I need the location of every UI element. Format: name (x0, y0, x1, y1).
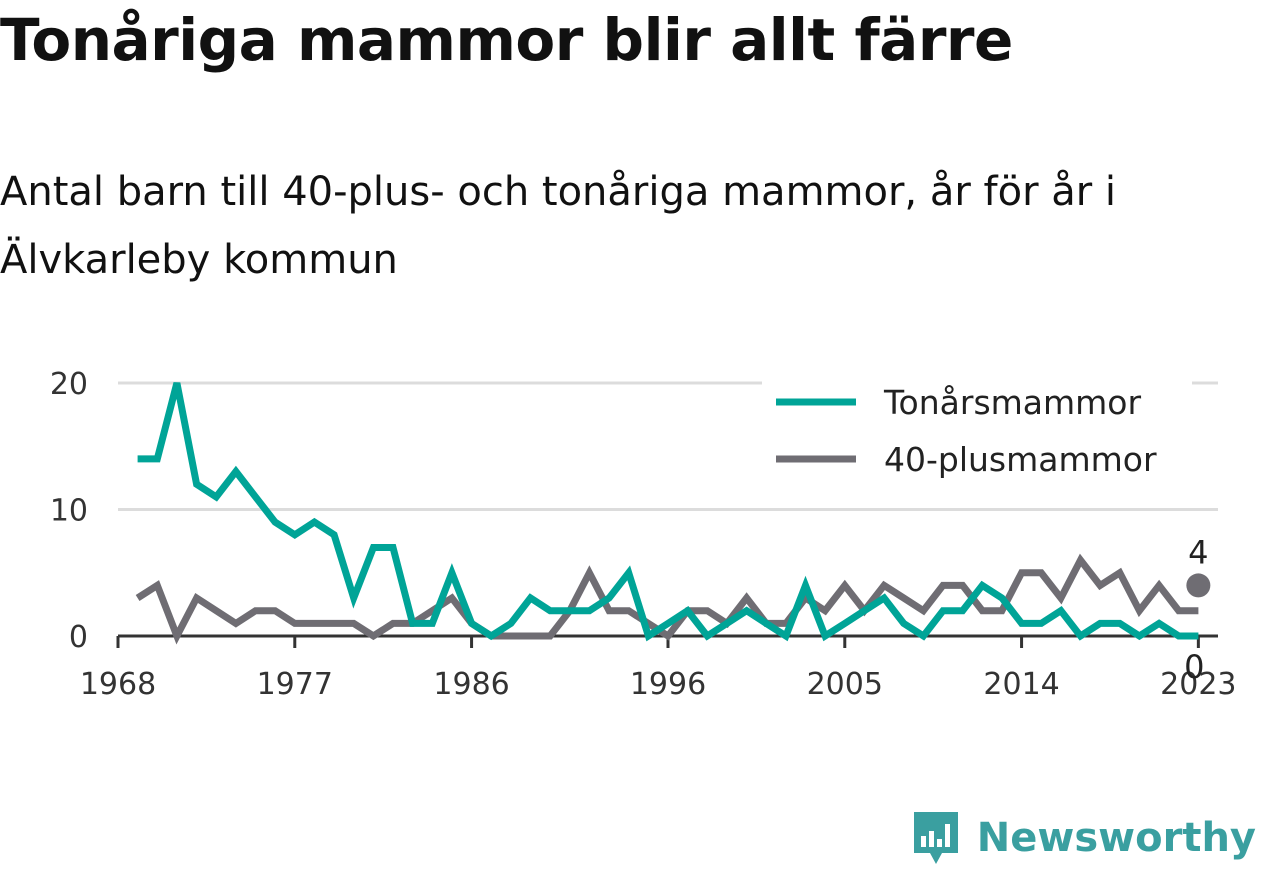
legend-label: Tonårsmammor (883, 383, 1141, 422)
x-tick-label: 1977 (257, 667, 333, 702)
y-tick-label: 20 (50, 367, 88, 402)
end-value-label: 4 (1188, 533, 1208, 571)
end-value-label: 0 (1184, 648, 1204, 686)
brand-name: Newsworthy (976, 815, 1256, 861)
x-tick-label: 2023 (1160, 667, 1236, 702)
x-tick-label: 1986 (433, 667, 509, 702)
x-tick-label: 1968 (80, 667, 156, 702)
chart-subtitle: Antal barn till 40-plus- och tonåriga ma… (0, 169, 1117, 283)
x-tick-label: 1996 (630, 667, 706, 702)
end-point-marker (1186, 573, 1211, 598)
legend-label: 40-plusmammor (884, 440, 1157, 479)
y-tick-label: 0 (69, 620, 88, 655)
x-tick-label: 2005 (807, 667, 883, 702)
end-labels: 40 (1184, 533, 1211, 686)
newsworthy-brand: Newsworthy (911, 809, 1256, 867)
series-lines (135, 382, 1199, 645)
legend: Tonårsmammor 40-plusmammor (762, 380, 1192, 490)
series-line-ton-rsmammor (137, 382, 1199, 642)
x-tick-label: 2014 (983, 667, 1059, 702)
y-tick-label: 10 (50, 494, 88, 529)
series-line-40-plusmammor (135, 553, 1199, 645)
chart-title: Tonåriga mammor blir allt färre (0, 6, 1013, 74)
legend-background (762, 380, 1192, 490)
x-axis: 1968 1977 1986 1996 2005 2014 2023 (80, 634, 1237, 702)
newsworthy-logo-icon (913, 812, 958, 864)
